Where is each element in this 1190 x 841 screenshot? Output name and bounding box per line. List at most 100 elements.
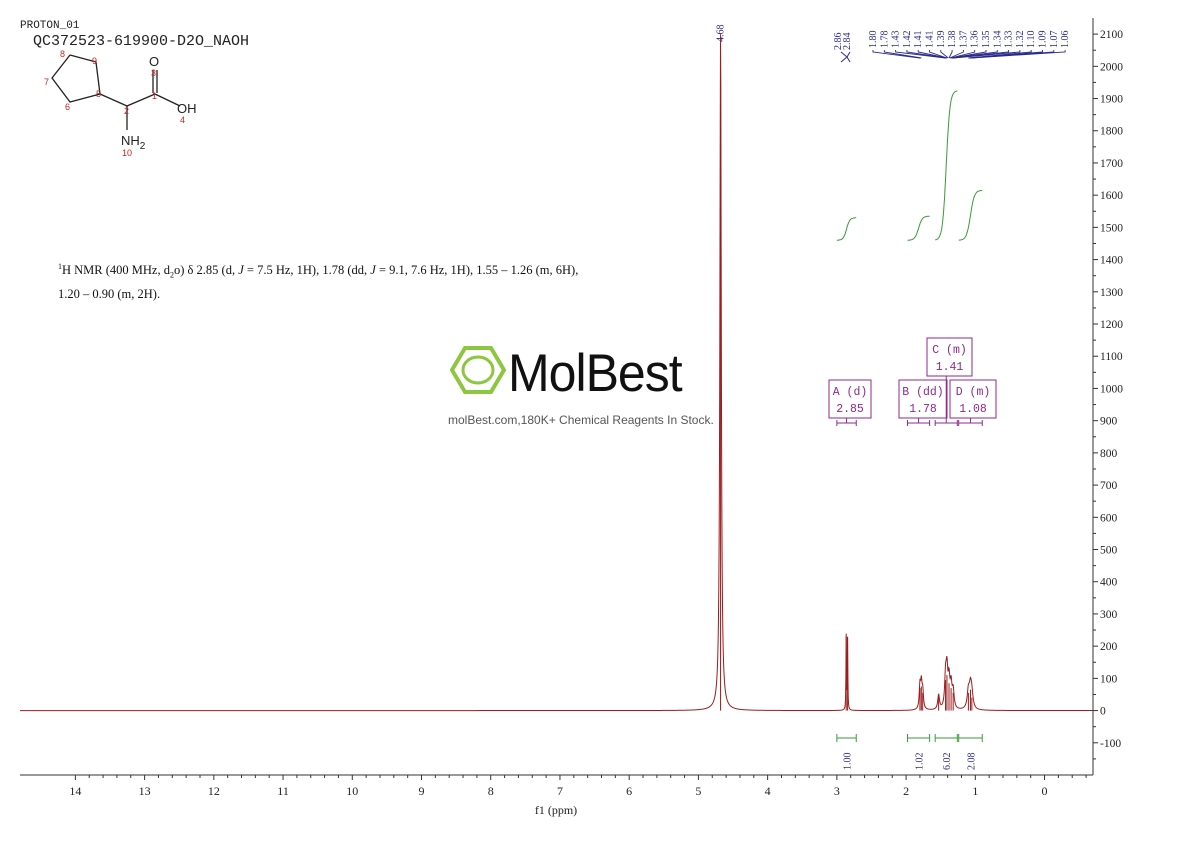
x-tick-label: 8 [488,784,494,798]
y-tick-label: 1600 [1100,190,1123,202]
integral-value: 1.02 [915,753,926,771]
peak-label: 1.43 [891,31,902,49]
bond-2-1 [126,93,156,107]
bond-5-2 [99,93,128,107]
peak-label: 1.09 [1038,31,1049,49]
atom-number-7: 7 [44,77,49,87]
x-tick-label: 6 [626,784,632,798]
peak-label: 1.36 [970,31,981,49]
hydroxyl-label: OH [177,101,197,116]
sample-id: QC372523-619900-D2O_NAOH [33,33,250,50]
x-axis-label: f1 (ppm) [535,803,577,817]
integral-curve [907,215,930,241]
nmr-text-line2: 1.20 – 0.90 (m, 2H). [58,286,161,301]
x-tick-label: 5 [695,784,701,798]
x-tick-label: 14 [69,784,81,798]
molecule-structure [51,54,181,130]
peak-label-leader [953,50,1021,59]
peak-label: 1.78 [879,31,890,49]
atom-number-5: 5 [96,89,101,99]
molecule-labels: O OH NH2 3 1 2 4 5 6 7 8 9 10 [44,49,197,158]
peak-labels: 4.68 2.862.84 1.80 1.78 1.43 1.42 1.41 1.41 1.39… [716,25,1071,63]
y-tick-label: 300 [1100,609,1118,621]
peak-label: 1.42 [902,31,913,49]
multiplet-label: C (m) [932,344,967,357]
peak-label-leader [872,50,920,59]
peak-label: 1.34 [992,31,1003,49]
atom-number-2: 2 [124,106,129,116]
multiplet-label: A (d) [833,386,868,399]
multiplet-shift: 1.08 [959,403,987,416]
peak-label-leader [929,50,948,59]
integral-curve [836,217,857,241]
nmr-description: 1H NMR (400 MHz, d2o) δ 2.85 (d, J = 7.5… [58,258,658,303]
atom-number-3: 3 [151,68,156,78]
nmr-nucleus-mass: 1 [58,262,62,271]
peak-label-leader [840,51,851,63]
multiplet-shift: 1.78 [909,403,937,416]
x-tick-label: 12 [208,784,220,798]
peak-label: 1.32 [1015,31,1026,49]
y-tick-label: 600 [1100,512,1118,524]
x-tick-label: 11 [277,784,289,798]
y-tick-label: 200 [1100,641,1118,653]
y-tick-label: 1100 [1100,351,1123,363]
atom-number-4: 4 [180,115,185,125]
oxygen-label: O [149,54,159,69]
axes: 14 13 12 11 10 9 8 7 6 5 4 3 2 1 0f1 (ppm)210020001900… [20,18,1123,817]
nmr-text-b: o) δ 2.85 (d, [173,263,239,278]
peak-label-leader [940,50,949,59]
integral-value: 1.00 [843,753,854,771]
nmr-solvent-sub: 2 [169,270,174,280]
y-tick-label: 1300 [1100,287,1123,299]
multiplet-box [949,379,997,419]
peak-label-leader [917,50,948,59]
bond-1-4 [154,93,181,107]
x-tick-label: 4 [765,784,771,798]
x-tick-label: 10 [346,784,358,798]
peak-label: 1.41 [913,31,924,49]
x-tick-label: 2 [903,784,909,798]
y-tick-label: -100 [1100,738,1121,750]
nmr-text-c: = 7.5 Hz, 1H), 1.78 (dd, [243,263,371,278]
peak-label: 1.10 [1026,31,1037,49]
y-tick-label: 100 [1100,673,1118,685]
y-tick-label: 2000 [1100,61,1123,73]
atom-number-8: 8 [60,49,65,59]
y-tick-label: 0 [1100,706,1106,718]
y-tick-label: 700 [1100,480,1118,492]
peak-label-leader [895,50,946,59]
spectrum-line [20,43,1093,712]
integral-curve [958,190,983,241]
peak-label: 1.37 [958,31,969,49]
x-tick-label: 3 [834,784,840,798]
y-tick-label: 1400 [1100,255,1123,267]
peak-label: 2.84 [842,33,853,51]
integral-curves [836,90,983,241]
nmr-j-2: J [370,263,376,278]
x-tick-label: 7 [557,784,563,798]
multiplet-shift: 1.41 [936,361,964,374]
integral-bars: 1.00 1.02 6.02 2.08 [836,734,983,771]
atom-number-10: 10 [122,148,132,158]
peak-label: 1.35 [981,31,992,49]
y-tick-label: 1900 [1100,94,1123,106]
y-tick-label: 400 [1100,577,1118,589]
peak-label: 1.38 [947,31,958,49]
amine-label: NH2 [121,133,146,152]
multiplet-box [898,379,948,419]
multiplet-label: D (m) [956,386,991,399]
peak-label: 1.80 [868,31,879,49]
atom-number-1: 1 [152,91,157,101]
nmr-text-d: = 9.1, 7.6 Hz, 1H), 1.55 – 1.26 (m, 6H), [375,263,579,278]
spectrum [20,34,1093,712]
peak-label-leader [949,50,964,59]
peak-label-leader [948,50,953,59]
peak-label: 1.06 [1060,31,1071,49]
atom-number-6: 6 [65,102,70,112]
integral-value: 6.02 [942,753,953,771]
multiplet-box [828,379,872,419]
y-tick-label: 1200 [1100,319,1123,331]
watermark-tagline: molBest.com,180K+ Chemical Reagents In S… [448,413,714,427]
